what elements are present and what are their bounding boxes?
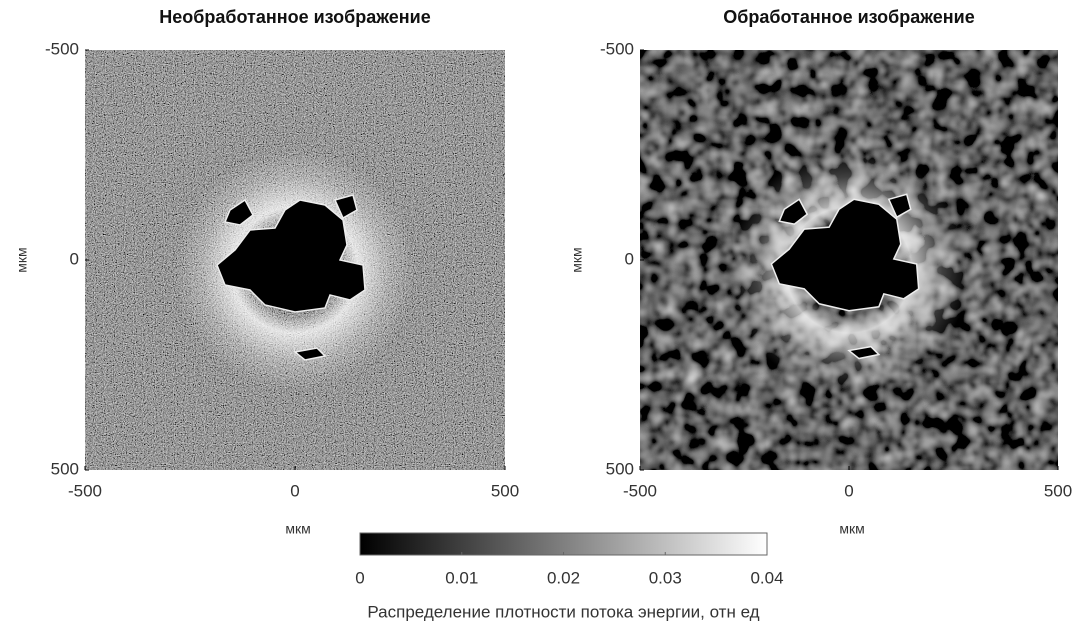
dark-spot — [778, 198, 809, 225]
dark-spot — [887, 193, 912, 219]
x-tick-label: 500 — [491, 481, 519, 500]
x-tick-label: -500 — [68, 481, 102, 500]
dark-spot — [333, 194, 358, 220]
y-axis-label: мкм — [569, 247, 585, 272]
colorbar — [359, 532, 768, 556]
colorbar-label: Распределение плотности потока энергии, … — [367, 602, 759, 621]
panel-title: Обработанное изображение — [723, 7, 975, 27]
y-axis-label: мкм — [14, 247, 30, 272]
panel-title: Необработанное изображение — [159, 7, 431, 27]
y-tick-label: -500 — [600, 39, 634, 58]
x-tick-label: 0 — [844, 481, 853, 500]
y-tick-label: 500 — [606, 459, 634, 478]
y-tick-label: -500 — [45, 39, 79, 58]
image-panel — [85, 50, 505, 470]
y-tick-label: 0 — [625, 249, 634, 268]
colorbar-tick-label: 0 — [355, 568, 364, 587]
dark-spot — [223, 198, 254, 226]
y-tick-label: 0 — [70, 249, 79, 268]
x-tick-label: -500 — [623, 481, 657, 500]
dark-core — [216, 199, 366, 313]
y-tick-label: 500 — [51, 459, 79, 478]
x-tick-label: 500 — [1044, 481, 1072, 500]
x-axis-label: мкм — [285, 521, 310, 537]
dark-spot — [847, 345, 881, 360]
dark-spot — [293, 347, 327, 361]
colorbar-tick-label: 0.04 — [750, 568, 783, 587]
x-axis-label: мкм — [839, 521, 864, 537]
dark-core — [770, 198, 920, 312]
x-tick-label: 0 — [290, 481, 299, 500]
colorbar-tick-label: 0.03 — [649, 568, 682, 587]
colorbar-tick-label: 0.02 — [547, 568, 580, 587]
image-panel — [640, 50, 1058, 470]
colorbar-tick-label: 0.01 — [445, 568, 478, 587]
